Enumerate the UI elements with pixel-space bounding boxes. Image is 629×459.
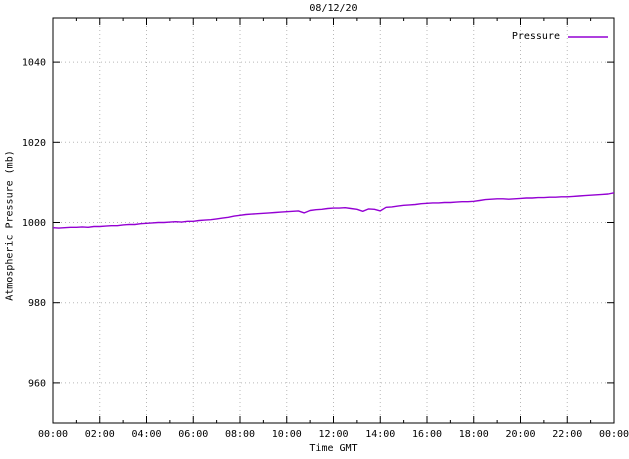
x-axis-label: Time GMT — [309, 443, 358, 454]
y-tick-label: 980 — [28, 298, 46, 309]
x-tick-label: 18:00 — [459, 429, 489, 440]
legend-label: Pressure — [511, 31, 560, 42]
x-tick-label: 12:00 — [318, 429, 348, 440]
x-tick-label: 22:00 — [552, 429, 582, 440]
y-tick-label: 960 — [28, 378, 46, 389]
legend-line-sample — [568, 36, 608, 38]
pressure-line — [52, 192, 615, 229]
x-tick-label: 00:00 — [38, 429, 68, 440]
x-tick-label: 08:00 — [225, 429, 255, 440]
x-tick-label: 16:00 — [412, 429, 442, 440]
y-tick-label: 1020 — [22, 138, 46, 149]
y-tick-label: 1000 — [22, 218, 46, 229]
x-tick-label: 02:00 — [85, 429, 115, 440]
x-tick-label: 10:00 — [272, 429, 302, 440]
legend: Pressure — [512, 31, 609, 43]
y-tick-label: 1040 — [22, 58, 46, 69]
x-tick-label: 06:00 — [178, 429, 208, 440]
x-tick-label: 00:00 — [599, 429, 629, 440]
chart-title: 08/12/20 — [309, 3, 358, 14]
x-tick-label: 14:00 — [365, 429, 395, 440]
x-tick-label: 20:00 — [505, 429, 535, 440]
x-tick-label: 04:00 — [131, 429, 161, 440]
